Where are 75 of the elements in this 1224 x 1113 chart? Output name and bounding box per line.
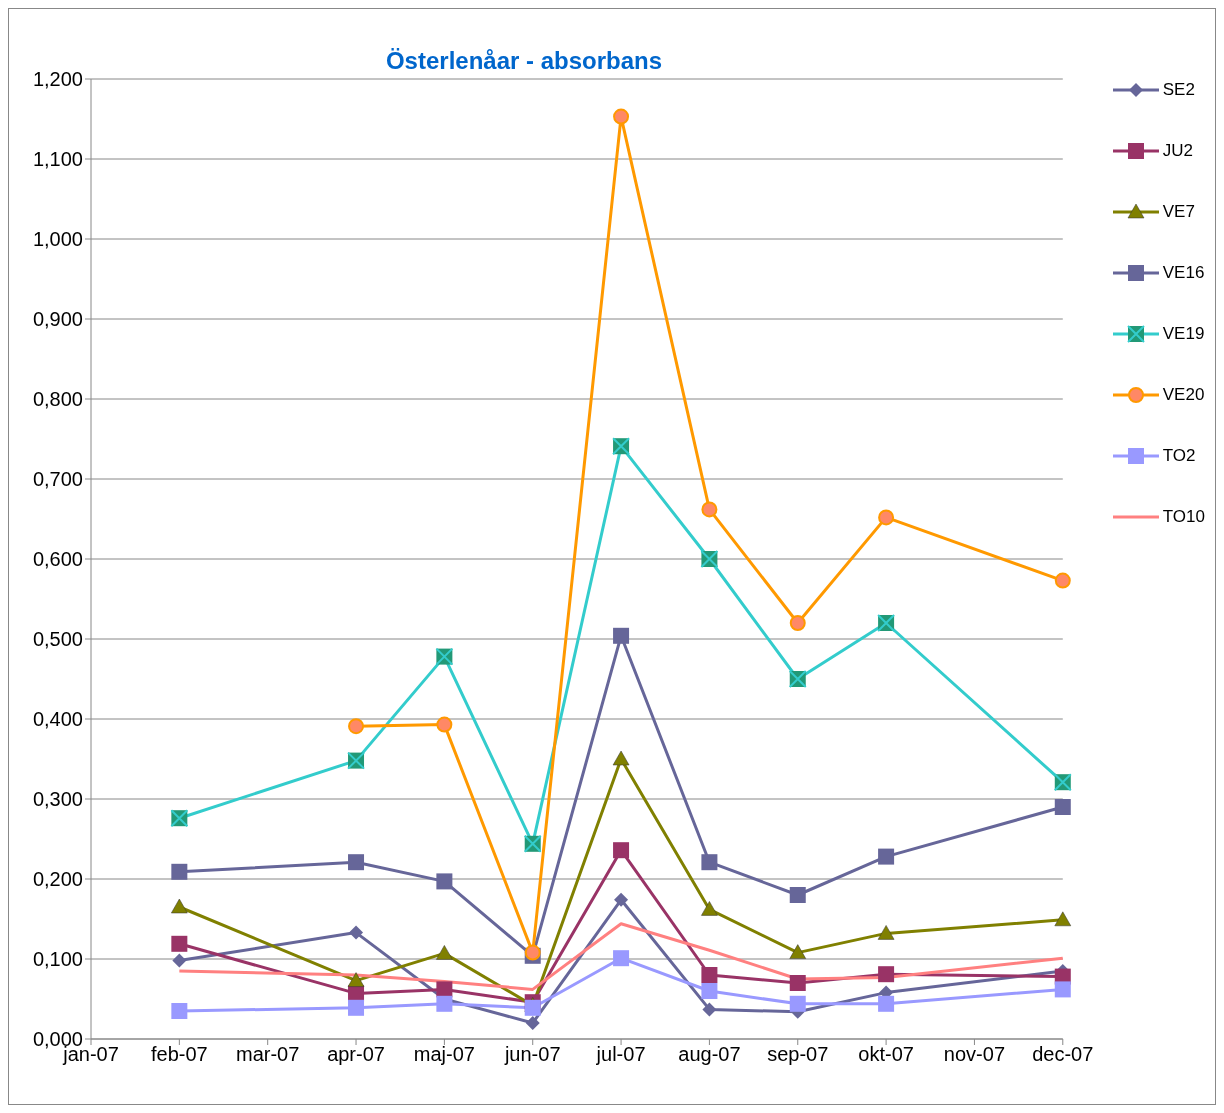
y-tick-label: 0,100: [32, 948, 83, 971]
point: [436, 873, 453, 890]
point: [1054, 911, 1072, 927]
point: [171, 898, 188, 914]
point: [789, 887, 806, 903]
legend-label: VE16: [1162, 262, 1205, 283]
point: [878, 995, 895, 1012]
point: [171, 935, 188, 952]
point: [877, 925, 895, 940]
x-tick-label: jun-07: [503, 1043, 561, 1066]
x-tick-label: feb-07: [150, 1043, 208, 1066]
point: [701, 967, 718, 983]
point: [789, 975, 806, 991]
point: [348, 854, 365, 871]
point: [613, 842, 630, 859]
y-tick-label: 1,200: [32, 68, 83, 91]
legend-label: JU2: [1162, 140, 1194, 161]
point: [614, 892, 629, 907]
point: [789, 615, 806, 631]
legend-label: TO2: [1162, 445, 1196, 466]
chart-title: Österlenåar - absorbans: [385, 47, 663, 74]
legend-label: SE2: [1162, 79, 1195, 100]
point: [702, 1002, 717, 1017]
y-tick-label: 1,000: [32, 228, 83, 251]
x-tick-label: mar-07: [236, 1043, 300, 1066]
legend-label: TO10: [1162, 506, 1205, 527]
point: [348, 718, 365, 735]
x-tick-label: dec-07: [1032, 1043, 1094, 1066]
point: [436, 716, 453, 733]
point: [613, 627, 630, 644]
point: [524, 999, 541, 1016]
point: [701, 901, 718, 916]
point: [789, 995, 806, 1012]
point: [1054, 572, 1071, 589]
y-tick-label: 0,600: [32, 548, 83, 571]
x-tick-label: jul-07: [595, 1043, 646, 1066]
point: [172, 953, 187, 968]
x-tick-label: apr-07: [327, 1043, 385, 1066]
point: [701, 501, 718, 518]
x-tick-label: aug-07: [678, 1043, 741, 1066]
y-tick-label: 0,900: [32, 308, 83, 331]
point: [1054, 981, 1071, 998]
point: [348, 999, 365, 1016]
point: [1054, 799, 1071, 815]
y-tick-label: 0,300: [32, 788, 83, 811]
y-tick-label: 1,100: [32, 148, 83, 171]
legend-label: VE20: [1162, 384, 1205, 405]
legend-label: VE19: [1162, 323, 1205, 344]
point: [613, 950, 630, 967]
point: [878, 509, 895, 526]
point: [789, 944, 806, 959]
legend-label: VE7: [1162, 201, 1195, 222]
point: [613, 108, 630, 125]
point: [171, 863, 188, 880]
point: [701, 854, 718, 871]
point: [701, 983, 718, 999]
point: [436, 995, 453, 1012]
point: [436, 981, 453, 998]
point: [349, 925, 364, 940]
y-tick-label: 0,400: [32, 708, 83, 731]
point: [612, 750, 630, 766]
point: [878, 966, 895, 983]
point: [347, 972, 365, 987]
x-tick-label: sep-07: [767, 1043, 829, 1066]
y-tick-label: 0,200: [32, 868, 83, 891]
y-tick-label: 0,700: [32, 468, 83, 491]
point: [436, 945, 453, 960]
x-tick-label: maj-07: [413, 1043, 475, 1066]
x-tick-label: okt-07: [858, 1043, 914, 1066]
point: [878, 848, 895, 865]
point: [525, 1016, 540, 1030]
y-tick-label: 0,500: [32, 628, 83, 651]
y-tick-label: 0,800: [32, 388, 83, 411]
point: [171, 1003, 188, 1019]
x-tick-label: nov-07: [943, 1043, 1006, 1066]
